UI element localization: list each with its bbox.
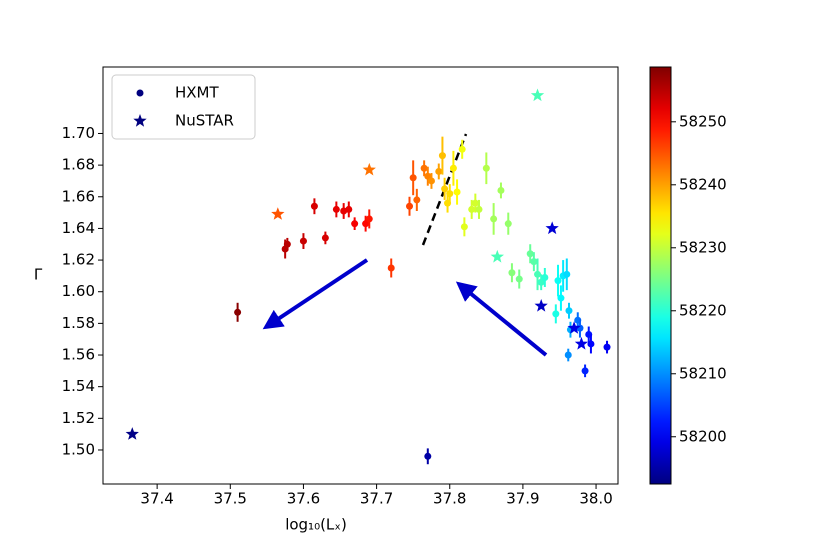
point — [424, 172, 432, 180]
point — [552, 310, 560, 318]
y-tick-label: 1.66 — [62, 187, 95, 205]
point — [482, 164, 490, 172]
colorbar-tick-label: 58220 — [679, 301, 727, 319]
point — [497, 186, 505, 194]
point — [424, 452, 432, 460]
y-axis-label: Γ — [34, 266, 43, 284]
point — [449, 164, 457, 172]
star-point — [490, 249, 504, 263]
point — [490, 215, 498, 223]
x-tick-label: 38.0 — [579, 490, 612, 508]
arrow — [455, 281, 548, 357]
legend-marker — [136, 89, 144, 97]
y-tick-label: 1.64 — [62, 219, 95, 237]
point — [420, 164, 428, 172]
x-tick-label: 37.6 — [287, 490, 320, 508]
point — [460, 223, 468, 231]
x-tick-label: 37.4 — [140, 490, 173, 508]
point — [581, 367, 589, 375]
legend-label: NuSTAR — [175, 112, 234, 130]
point — [409, 174, 417, 182]
point — [446, 190, 454, 198]
star-point — [574, 336, 589, 350]
point — [504, 220, 512, 228]
colorbar — [649, 66, 672, 485]
x-tick-label: 37.7 — [360, 490, 393, 508]
point — [321, 234, 329, 242]
point — [438, 152, 446, 160]
y-tick-label: 1.60 — [62, 282, 95, 300]
point — [332, 205, 340, 213]
point — [441, 185, 449, 193]
point — [351, 220, 359, 228]
point — [362, 220, 370, 228]
point — [587, 340, 595, 348]
point — [234, 308, 242, 316]
y-tick-label: 1.54 — [62, 377, 95, 395]
point — [603, 343, 611, 351]
point — [530, 258, 538, 266]
point — [468, 205, 476, 213]
point — [427, 177, 435, 185]
x-tick-label: 37.9 — [506, 490, 539, 508]
point — [564, 351, 572, 359]
y-tick-label: 1.68 — [62, 156, 95, 174]
star-point — [125, 427, 139, 440]
legend-box — [111, 74, 256, 140]
y-tick-label: 1.58 — [62, 314, 95, 332]
point — [563, 270, 571, 278]
point — [534, 270, 542, 278]
star-point — [530, 88, 545, 102]
point — [515, 275, 523, 283]
star-point — [362, 162, 376, 176]
plot-frame — [102, 66, 619, 485]
point — [435, 167, 443, 175]
star-point — [567, 321, 581, 334]
point — [565, 307, 573, 315]
star-point — [545, 221, 559, 235]
point — [345, 205, 353, 213]
legend-label: HXMT — [175, 84, 219, 102]
point — [387, 264, 395, 272]
y-tick-label: 1.50 — [62, 440, 95, 458]
point — [283, 240, 291, 248]
colorbar-tick-label: 58210 — [679, 364, 727, 382]
arrow — [262, 258, 369, 330]
colorbar-tick-label: 58200 — [679, 427, 727, 445]
point — [413, 196, 421, 204]
point — [537, 278, 545, 286]
y-tick-label: 1.62 — [62, 251, 95, 269]
point — [406, 202, 414, 210]
y-tick-label: 1.52 — [62, 409, 95, 427]
point — [458, 145, 466, 153]
point — [541, 273, 549, 281]
y-tick-label: 1.56 — [62, 346, 95, 364]
point — [475, 205, 483, 213]
colorbar-tick-label: 58230 — [679, 238, 727, 256]
point — [554, 277, 562, 285]
colorbar-tick-label: 58250 — [679, 112, 727, 130]
legend: HXMT NuSTAR — [111, 74, 256, 140]
star-point — [271, 207, 285, 220]
point — [453, 188, 461, 196]
legend-marker — [133, 114, 147, 127]
point — [299, 237, 307, 245]
y-tick-label: 1.70 — [62, 124, 95, 142]
point — [557, 294, 565, 302]
x-axis-label: log₁₀(Lₓ) — [285, 516, 347, 534]
point — [508, 269, 516, 277]
point — [365, 215, 373, 223]
x-tick-label: 37.8 — [433, 490, 466, 508]
x-tick-label: 37.5 — [214, 490, 247, 508]
point — [471, 199, 479, 207]
colorbar-tick-label: 58240 — [679, 175, 727, 193]
star-point — [534, 299, 548, 312]
point — [310, 202, 318, 210]
point — [526, 250, 534, 258]
